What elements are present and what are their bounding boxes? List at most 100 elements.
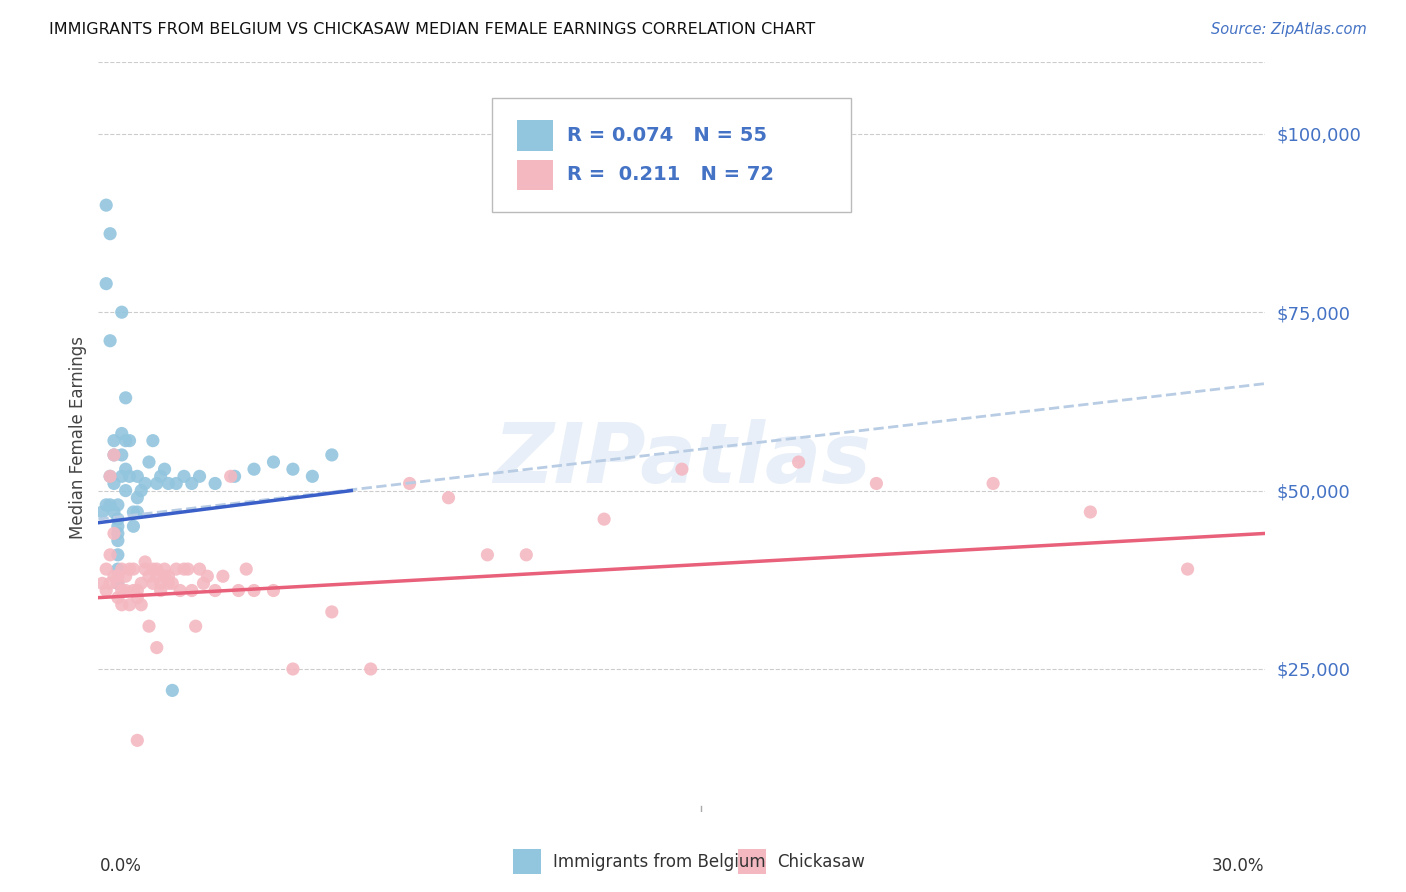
Point xyxy=(134,476,156,491)
Point xyxy=(153,562,176,576)
Point xyxy=(103,448,125,462)
Point xyxy=(173,562,195,576)
Point xyxy=(107,519,129,533)
Point xyxy=(180,476,202,491)
Point xyxy=(122,583,145,598)
Point xyxy=(235,562,257,576)
Point xyxy=(98,334,121,348)
Point xyxy=(98,227,121,241)
Point xyxy=(184,619,207,633)
Point xyxy=(138,455,160,469)
Point xyxy=(103,569,125,583)
Point xyxy=(142,576,165,591)
Point xyxy=(114,583,136,598)
Point xyxy=(195,569,218,583)
Point xyxy=(787,455,810,469)
Text: Source: ZipAtlas.com: Source: ZipAtlas.com xyxy=(1211,22,1367,37)
Point xyxy=(107,498,129,512)
Point xyxy=(515,548,537,562)
Point xyxy=(157,569,180,583)
Point xyxy=(165,476,187,491)
Point xyxy=(127,491,149,505)
Point xyxy=(321,605,343,619)
Point xyxy=(114,391,136,405)
Point xyxy=(118,562,141,576)
Point xyxy=(149,583,172,598)
Point xyxy=(103,448,125,462)
Point xyxy=(188,562,211,576)
Point xyxy=(1080,505,1102,519)
Point xyxy=(219,469,242,483)
Point xyxy=(138,569,160,583)
Point xyxy=(165,562,187,576)
Point xyxy=(153,462,176,476)
Point xyxy=(98,469,121,483)
Text: R = 0.074   N = 55: R = 0.074 N = 55 xyxy=(567,126,766,145)
Point xyxy=(134,562,156,576)
Point xyxy=(98,469,121,483)
Point xyxy=(149,576,172,591)
Point xyxy=(98,548,121,562)
Point xyxy=(157,476,180,491)
Point xyxy=(281,462,304,476)
Point xyxy=(96,498,118,512)
Point xyxy=(103,476,125,491)
Point xyxy=(103,434,125,448)
Point xyxy=(146,476,169,491)
Point xyxy=(107,576,129,591)
Point xyxy=(122,519,145,533)
Point xyxy=(204,476,226,491)
Point xyxy=(129,483,152,498)
Point xyxy=(865,476,887,491)
Point xyxy=(593,512,616,526)
Point xyxy=(107,526,129,541)
Point xyxy=(146,562,169,576)
Point xyxy=(107,512,129,526)
Point xyxy=(103,526,125,541)
Point xyxy=(173,469,195,483)
Point xyxy=(111,305,134,319)
Point xyxy=(103,505,125,519)
Point xyxy=(162,576,184,591)
Point xyxy=(188,469,211,483)
Point xyxy=(398,476,420,491)
Point xyxy=(127,583,149,598)
Point xyxy=(96,277,118,291)
Point xyxy=(107,533,129,548)
Point xyxy=(162,683,184,698)
Point xyxy=(981,476,1004,491)
Point xyxy=(118,434,141,448)
Text: ZIPatlas: ZIPatlas xyxy=(494,419,870,500)
Point xyxy=(177,562,200,576)
Point xyxy=(114,483,136,498)
Point xyxy=(437,491,460,505)
Point xyxy=(243,583,266,598)
Text: 30.0%: 30.0% xyxy=(1212,856,1264,875)
Point xyxy=(180,583,202,598)
Point xyxy=(212,569,235,583)
Point xyxy=(127,733,149,747)
Point xyxy=(142,562,165,576)
Point xyxy=(111,562,134,576)
Point xyxy=(262,583,284,598)
Point xyxy=(127,591,149,605)
Point xyxy=(111,469,134,483)
Point xyxy=(114,462,136,476)
Point xyxy=(107,569,129,583)
Point xyxy=(129,598,152,612)
Point xyxy=(107,576,129,591)
Point xyxy=(281,662,304,676)
Point xyxy=(107,562,129,576)
Point xyxy=(138,619,160,633)
Point xyxy=(671,462,693,476)
Point xyxy=(157,576,180,591)
Point xyxy=(1177,562,1199,576)
Point xyxy=(149,469,172,483)
Point xyxy=(98,498,121,512)
Point xyxy=(91,505,114,519)
Point xyxy=(96,198,118,212)
Point xyxy=(122,562,145,576)
Point xyxy=(142,434,165,448)
Point xyxy=(127,469,149,483)
Point xyxy=(118,598,141,612)
